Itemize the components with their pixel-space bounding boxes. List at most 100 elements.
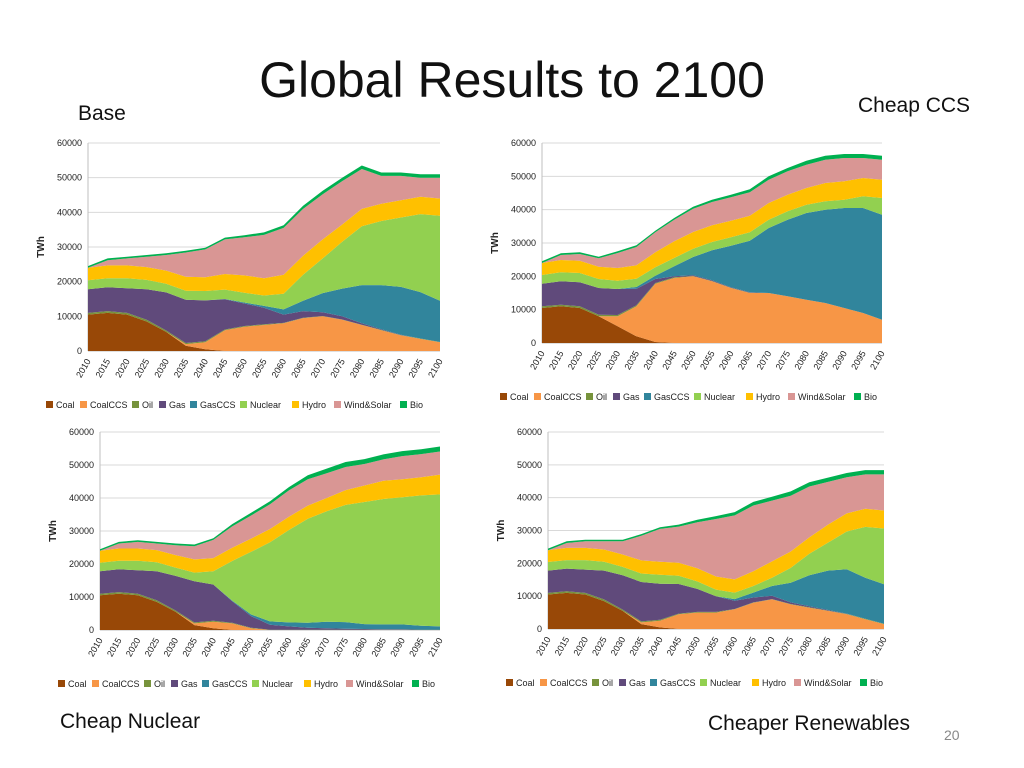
legend-swatch bbox=[700, 679, 707, 686]
area-bio bbox=[548, 470, 884, 551]
legend-item-hydro: Hydro bbox=[292, 400, 326, 410]
area-hydro bbox=[542, 178, 882, 281]
x-tick-label: 2100 bbox=[868, 349, 887, 371]
area-gas bbox=[100, 569, 440, 630]
x-tick-label: 2065 bbox=[736, 349, 755, 371]
legend-label: Gas bbox=[629, 678, 646, 688]
area-nuclear bbox=[88, 214, 440, 310]
legend-label: Nuclear bbox=[250, 400, 281, 410]
x-tick-label: 2015 bbox=[94, 357, 113, 379]
x-tick-label: 2090 bbox=[388, 636, 407, 658]
x-tick-label: 2045 bbox=[211, 357, 230, 379]
legend-label: CoalCCS bbox=[102, 679, 140, 689]
legend-item-coal: Coal bbox=[506, 678, 535, 688]
legend-label: Wind&Solar bbox=[798, 392, 846, 402]
x-tick-label: 2090 bbox=[830, 349, 849, 371]
legend-label: Gas bbox=[169, 400, 186, 410]
area-hydro bbox=[548, 508, 884, 593]
x-tick-label: 2055 bbox=[250, 357, 269, 379]
area-gas bbox=[88, 287, 440, 343]
area-coalccs bbox=[548, 592, 884, 629]
slide-title: Global Results to 2100 bbox=[259, 52, 765, 108]
legend-label: Bio bbox=[870, 678, 883, 688]
x-tick-label: 2070 bbox=[758, 635, 777, 657]
legend-swatch bbox=[412, 680, 419, 687]
x-tick-label: 2035 bbox=[627, 635, 646, 657]
y-tick-label: 40000 bbox=[511, 205, 536, 215]
y-tick-label: 20000 bbox=[511, 271, 536, 281]
legend-item-coal: Coal bbox=[58, 679, 87, 689]
x-tick-label: 2075 bbox=[332, 636, 351, 658]
legend-item-wind-solar: Wind&Solar bbox=[346, 679, 404, 689]
legend-label: CoalCCS bbox=[544, 392, 582, 402]
area-coalccs bbox=[88, 312, 440, 351]
x-tick-label: 2085 bbox=[814, 635, 833, 657]
x-tick-label: 2085 bbox=[369, 636, 388, 658]
legend-swatch bbox=[746, 393, 753, 400]
y-tick-label: 50000 bbox=[517, 460, 542, 470]
legend-item-nuclear: Nuclear bbox=[694, 392, 735, 402]
x-tick-label: 2065 bbox=[289, 357, 308, 379]
x-tick-label: 2080 bbox=[348, 357, 367, 379]
legend-label: Gas bbox=[181, 679, 198, 689]
legend-item-bio: Bio bbox=[860, 678, 883, 688]
legend-label: Coal bbox=[68, 679, 87, 689]
x-tick-label: 2035 bbox=[623, 349, 642, 371]
legend-swatch bbox=[171, 680, 178, 687]
legend-label: Oil bbox=[142, 400, 153, 410]
x-tick-label: 2070 bbox=[755, 349, 774, 371]
y-tick-label: 50000 bbox=[57, 173, 82, 183]
area-wind-solar bbox=[548, 474, 884, 580]
x-tick-label: 2035 bbox=[172, 357, 191, 379]
x-tick-label: 2060 bbox=[270, 357, 289, 379]
y-tick-label: 0 bbox=[77, 346, 82, 356]
legend-item-coal: Coal bbox=[46, 400, 75, 410]
legend-swatch bbox=[334, 401, 341, 408]
x-tick-label: 2045 bbox=[218, 636, 237, 658]
legend-label: Oil bbox=[596, 392, 607, 402]
legend-swatch bbox=[794, 679, 801, 686]
y-tick-label: 10000 bbox=[57, 311, 82, 321]
legend-swatch bbox=[854, 393, 861, 400]
y-tick-label: 40000 bbox=[69, 493, 94, 503]
area-coal bbox=[542, 306, 882, 343]
legend-item-bio: Bio bbox=[400, 400, 423, 410]
y-tick-label: 10000 bbox=[517, 591, 542, 601]
x-tick-label: 2060 bbox=[717, 349, 736, 371]
x-tick-label: 2095 bbox=[851, 635, 870, 657]
x-tick-label: 2015 bbox=[105, 636, 124, 658]
x-tick-label: 2095 bbox=[407, 636, 426, 658]
y-tick-label: 20000 bbox=[57, 277, 82, 287]
legend-label: Wind&Solar bbox=[356, 679, 404, 689]
legend-swatch bbox=[592, 679, 599, 686]
y-tick-label: 10000 bbox=[511, 305, 536, 315]
y-axis-label: TWh bbox=[36, 236, 47, 258]
legend-item-oil: Oil bbox=[592, 678, 613, 688]
legend-label: GasCCS bbox=[212, 679, 248, 689]
legend-swatch bbox=[506, 679, 513, 686]
legend-swatch bbox=[346, 680, 353, 687]
legend-swatch bbox=[202, 680, 209, 687]
y-tick-label: 40000 bbox=[517, 493, 542, 503]
legend-swatch bbox=[694, 393, 701, 400]
legend-swatch bbox=[860, 679, 867, 686]
area-hydro bbox=[100, 474, 440, 573]
legend-item-coalccs: CoalCCS bbox=[540, 678, 588, 688]
legend-swatch bbox=[58, 680, 65, 687]
y-tick-label: 10000 bbox=[69, 592, 94, 602]
legend-label: Bio bbox=[410, 400, 423, 410]
y-tick-label: 0 bbox=[89, 625, 94, 635]
y-tick-label: 30000 bbox=[511, 238, 536, 248]
legend-label: Bio bbox=[864, 392, 877, 402]
y-axis-label: TWh bbox=[490, 232, 501, 254]
x-tick-label: 2070 bbox=[313, 636, 332, 658]
x-tick-label: 2010 bbox=[86, 636, 105, 658]
area-wind-solar bbox=[88, 169, 440, 279]
legend-item-hydro: Hydro bbox=[304, 679, 338, 689]
x-tick-label: 2100 bbox=[426, 636, 445, 658]
legend-item-gasccs: GasCCS bbox=[650, 678, 696, 688]
